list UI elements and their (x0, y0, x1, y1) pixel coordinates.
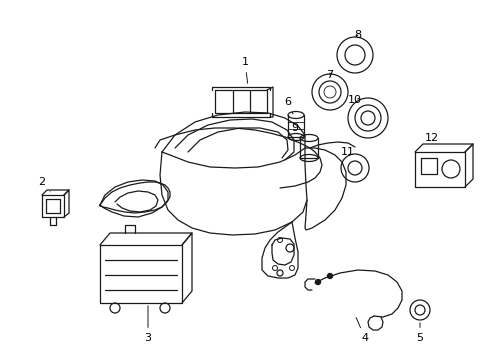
Text: 9: 9 (291, 123, 303, 135)
Text: 10: 10 (347, 95, 361, 105)
Text: 2: 2 (39, 177, 50, 192)
Text: 3: 3 (144, 306, 151, 343)
Text: 4: 4 (355, 318, 368, 343)
Circle shape (315, 279, 320, 284)
Text: 12: 12 (424, 133, 438, 143)
Text: 11: 11 (340, 147, 354, 157)
Text: 7: 7 (326, 70, 333, 80)
Text: 6: 6 (284, 97, 292, 114)
Text: 8: 8 (354, 30, 361, 40)
Text: 1: 1 (241, 57, 248, 83)
Text: 5: 5 (416, 323, 423, 343)
Circle shape (327, 274, 332, 279)
